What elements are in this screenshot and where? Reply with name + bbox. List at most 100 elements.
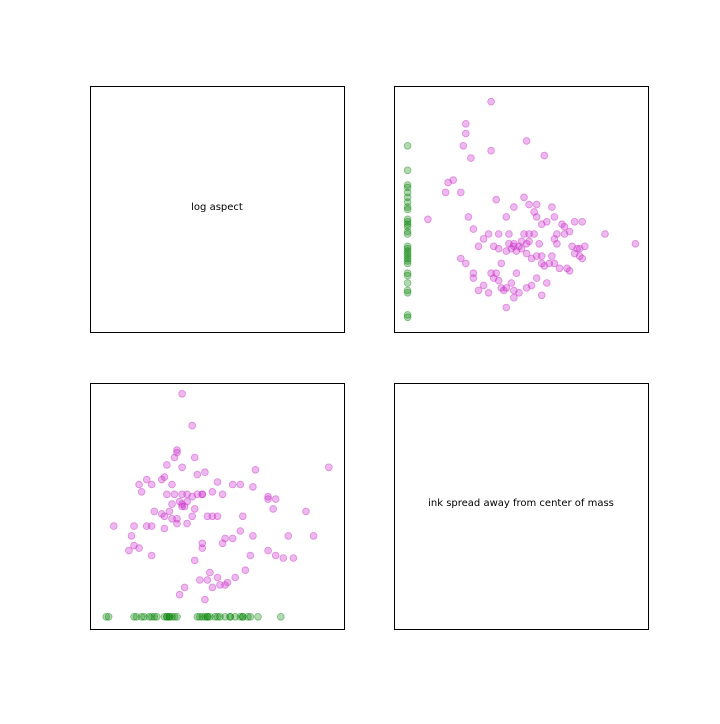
scatter-point-bottom-left-s1-21 <box>201 612 209 621</box>
scatter-point-top-right-s0-25 <box>578 218 586 226</box>
scatter-point-bottom-left-s1-36 <box>246 612 255 621</box>
scatter-point-top-right-s1-12 <box>403 222 412 231</box>
scatter-point-top-right-s1-21 <box>403 257 412 265</box>
scatter-point-top-right-s1-3 <box>403 183 412 192</box>
scatter-point-top-right-s1-24 <box>403 271 412 280</box>
scatter-point-bottom-left-s1-24 <box>206 612 214 621</box>
scatter-point-bottom-left-s0-93 <box>302 507 310 516</box>
scatter-point-top-right-s0-101 <box>510 293 518 302</box>
scatter-point-bottom-left-s0-86 <box>246 551 255 560</box>
scatter-point-bottom-left-s0-16 <box>135 480 143 489</box>
scatter-point-bottom-left-s0-69 <box>135 544 143 552</box>
scatter-point-bottom-left-s0-4 <box>170 453 179 462</box>
scatter-point-bottom-left-s0-42 <box>173 519 181 528</box>
scatter-point-top-right-s0-2 <box>461 129 470 138</box>
scatter-point-top-right-s0-31 <box>505 230 513 238</box>
scatter-point-top-right-s1-11 <box>403 220 412 229</box>
scatter-point-top-right-s0-96 <box>474 286 483 295</box>
scatter-point-top-right-s1-29 <box>403 313 412 322</box>
panel-bottom-right-frame <box>394 383 649 630</box>
scatter-point-top-right-s0-5 <box>487 146 495 155</box>
scatter-point-bottom-left-s1-27 <box>216 612 224 621</box>
scatter-point-top-right-s0-34 <box>553 230 561 238</box>
scatter-point-top-right-s0-62 <box>522 240 531 248</box>
scatter-point-bottom-left-s1-32 <box>236 612 245 621</box>
scatter-point-bottom-left-s0-66 <box>127 532 136 540</box>
scatter-point-top-right-s0-30 <box>502 213 511 221</box>
scatter-point-bottom-left-s0-1 <box>188 421 197 430</box>
scatter-point-bottom-left-s1-37 <box>254 612 262 621</box>
panel-bottom-left <box>90 383 345 630</box>
scatter-point-bottom-left-s0-67 <box>110 522 118 530</box>
panel-top-right <box>394 86 649 333</box>
scatter-point-bottom-left-s0-87 <box>249 532 257 540</box>
scatter-point-bottom-left-s1-3 <box>132 612 141 621</box>
scatter-point-bottom-left-s0-56 <box>236 527 245 535</box>
scatter-point-bottom-left-s0-73 <box>206 568 214 577</box>
scatter-point-top-right-s1-18 <box>403 249 412 258</box>
scatter-point-bottom-left-s0-20 <box>208 487 217 496</box>
scatter-point-top-right-s0-76 <box>578 254 586 263</box>
scatter-point-top-right-s1-10 <box>403 218 412 226</box>
scatter-point-bottom-left-s1-1 <box>104 612 113 621</box>
scatter-point-bottom-left-s0-38 <box>150 507 159 516</box>
scatter-point-top-right-s0-12 <box>492 195 501 204</box>
scatter-point-bottom-left-s0-85 <box>241 566 250 574</box>
scatter-point-bottom-left-s1-11 <box>163 612 171 621</box>
scatter-point-bottom-left-s0-75 <box>203 576 212 584</box>
scatter-point-bottom-left-s0-59 <box>218 539 227 548</box>
scatter-point-top-right-s0-97 <box>469 274 478 282</box>
scatter-point-bottom-left-s0-50 <box>251 465 260 474</box>
scatter-point-top-right-s0-19 <box>548 203 556 211</box>
scatter-point-top-right-s0-45 <box>548 252 556 260</box>
scatter-point-top-right-s0-100 <box>489 274 498 282</box>
scatter-point-bottom-left-s0-6 <box>163 461 171 469</box>
scatter-point-bottom-left-s0-5 <box>190 453 199 462</box>
scatter-point-top-right-s0-20 <box>530 208 538 216</box>
scatter-point-top-right-s0-11 <box>456 188 465 197</box>
scatter-point-bottom-left-s1-23 <box>203 612 212 621</box>
panel-top-right-points <box>403 97 640 322</box>
scatter-point-bottom-left-s1-15 <box>168 612 176 621</box>
scatter-point-bottom-left-s0-84 <box>231 573 240 582</box>
scatter-point-bottom-left-s0-78 <box>175 590 184 599</box>
scatter-point-top-right-s0-54 <box>497 259 506 268</box>
scatter-point-bottom-left-s1-34 <box>239 612 247 621</box>
panel-top-left-frame <box>90 86 345 333</box>
scatter-point-bottom-left-s0-10 <box>142 475 151 484</box>
panel-top-right-frame <box>394 86 649 333</box>
panel-bottom-right: ink spread away from center of mass <box>394 383 649 630</box>
scatter-point-bottom-left-s0-3 <box>173 446 181 454</box>
scatter-point-bottom-left-s1-26 <box>213 612 222 621</box>
scatter-point-bottom-left-s0-83 <box>223 578 232 587</box>
scatter-point-bottom-left-s1-9 <box>153 612 161 621</box>
scatter-point-bottom-left-s0-53 <box>271 495 280 503</box>
scatter-point-bottom-left-s0-88 <box>264 546 272 555</box>
scatter-point-bottom-left-s0-33 <box>180 502 189 511</box>
scatter-point-top-right-s0-4 <box>459 142 468 150</box>
scatter-point-top-right-s0-16 <box>510 203 518 211</box>
scatter-point-bottom-left-s0-43 <box>183 519 191 528</box>
scatter-point-bottom-left-s0-35 <box>168 500 176 508</box>
scatter-point-top-right-s0-60 <box>517 244 526 253</box>
scatter-point-top-right-s1-1 <box>403 166 412 175</box>
scatter-point-top-right-s1-25 <box>403 279 412 287</box>
scatter-point-bottom-left-s0-13 <box>213 478 222 486</box>
scatter-point-top-right-s0-87 <box>507 279 516 287</box>
scatter-point-bottom-left-s1-33 <box>239 612 247 621</box>
scatter-point-top-right-s0-74 <box>573 244 581 253</box>
scatter-point-top-right-s1-13 <box>403 227 412 236</box>
scatter-point-top-right-s0-28 <box>565 227 574 236</box>
scatter-point-top-right-s0-38 <box>484 230 493 238</box>
scatter-point-top-right-s0-79 <box>474 242 483 251</box>
scatter-point-bottom-left-s1-29 <box>226 612 235 621</box>
scatter-point-top-right-s1-4 <box>403 188 412 197</box>
scatter-point-bottom-left-s0-32 <box>178 502 186 511</box>
scatter-point-bottom-left-s1-0 <box>102 612 110 621</box>
panel-top-left: log aspect <box>90 86 345 333</box>
scatter-point-bottom-left-s0-17 <box>147 480 156 489</box>
scatter-point-top-right-s0-10 <box>441 188 450 197</box>
scatter-point-bottom-left-s1-19 <box>196 612 204 621</box>
scatter-point-top-right-s1-7 <box>403 203 412 211</box>
scatter-point-bottom-left-s0-0 <box>178 389 186 398</box>
